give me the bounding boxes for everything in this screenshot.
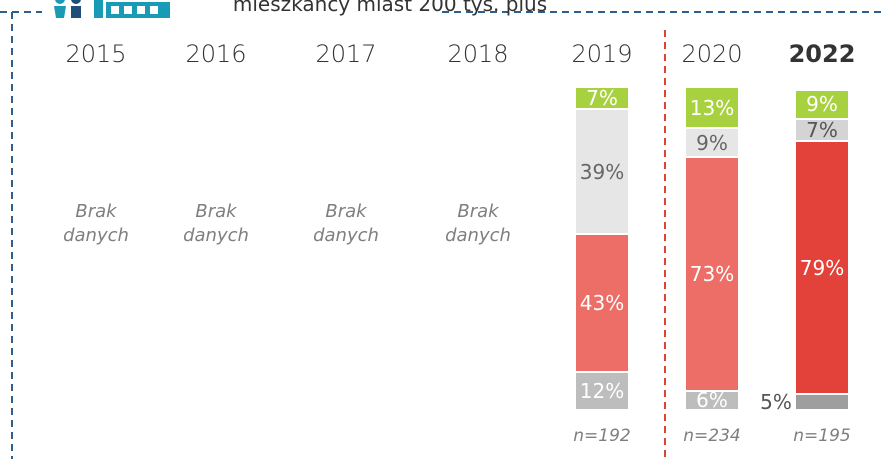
- x-tick-label: 2018: [447, 40, 509, 68]
- bar-segment: [796, 119, 848, 141]
- x-tick-label: 2020: [681, 40, 743, 68]
- bar-segment: [576, 87, 628, 109]
- x-tick-label: 2016: [185, 40, 247, 68]
- value-label: 7%: [806, 118, 838, 142]
- bar-segment: [796, 395, 848, 409]
- no-data-label: Brak danych: [445, 201, 511, 246]
- x-tick-label: 2017: [315, 40, 377, 68]
- x-tick-label: 2015: [65, 40, 127, 68]
- value-label: 6%: [696, 388, 728, 413]
- sample-size: n=234: [683, 426, 741, 446]
- value-label: 39%: [579, 159, 625, 184]
- value-label: 9%: [696, 130, 728, 155]
- value-label: 13%: [689, 95, 735, 120]
- building-icon: [94, 0, 170, 18]
- value-label: 73%: [689, 262, 735, 286]
- bar-segment: [576, 235, 628, 371]
- value-label: 12%: [579, 378, 625, 403]
- bar-segment: [686, 158, 738, 390]
- bar-segment: [576, 110, 628, 233]
- bar-segment: [686, 129, 738, 157]
- sample-size: n=195: [793, 426, 851, 446]
- value-label: 7%: [586, 86, 618, 110]
- value-label: 9%: [806, 92, 838, 117]
- chart-title: mieszkańcy miast 200 tys. plus: [232, 0, 548, 16]
- bar-segment: [576, 372, 628, 409]
- no-data-label: Brak danych: [313, 201, 379, 246]
- x-tick-label: 2019: [571, 40, 633, 68]
- value-label: 5%: [760, 390, 792, 414]
- value-label: 79%: [799, 255, 845, 280]
- bar-segment: [796, 91, 848, 118]
- no-data-label: Brak danych: [183, 201, 249, 246]
- people-icon: [54, 0, 81, 18]
- x-tick-label: 2022: [788, 40, 856, 68]
- value-label: 43%: [579, 290, 625, 315]
- bar-segment: [686, 87, 738, 128]
- no-data-label: Brak danych: [63, 201, 129, 246]
- bar-segment: [796, 142, 848, 393]
- sample-size: n=192: [573, 426, 631, 446]
- bar-segment: [686, 391, 738, 409]
